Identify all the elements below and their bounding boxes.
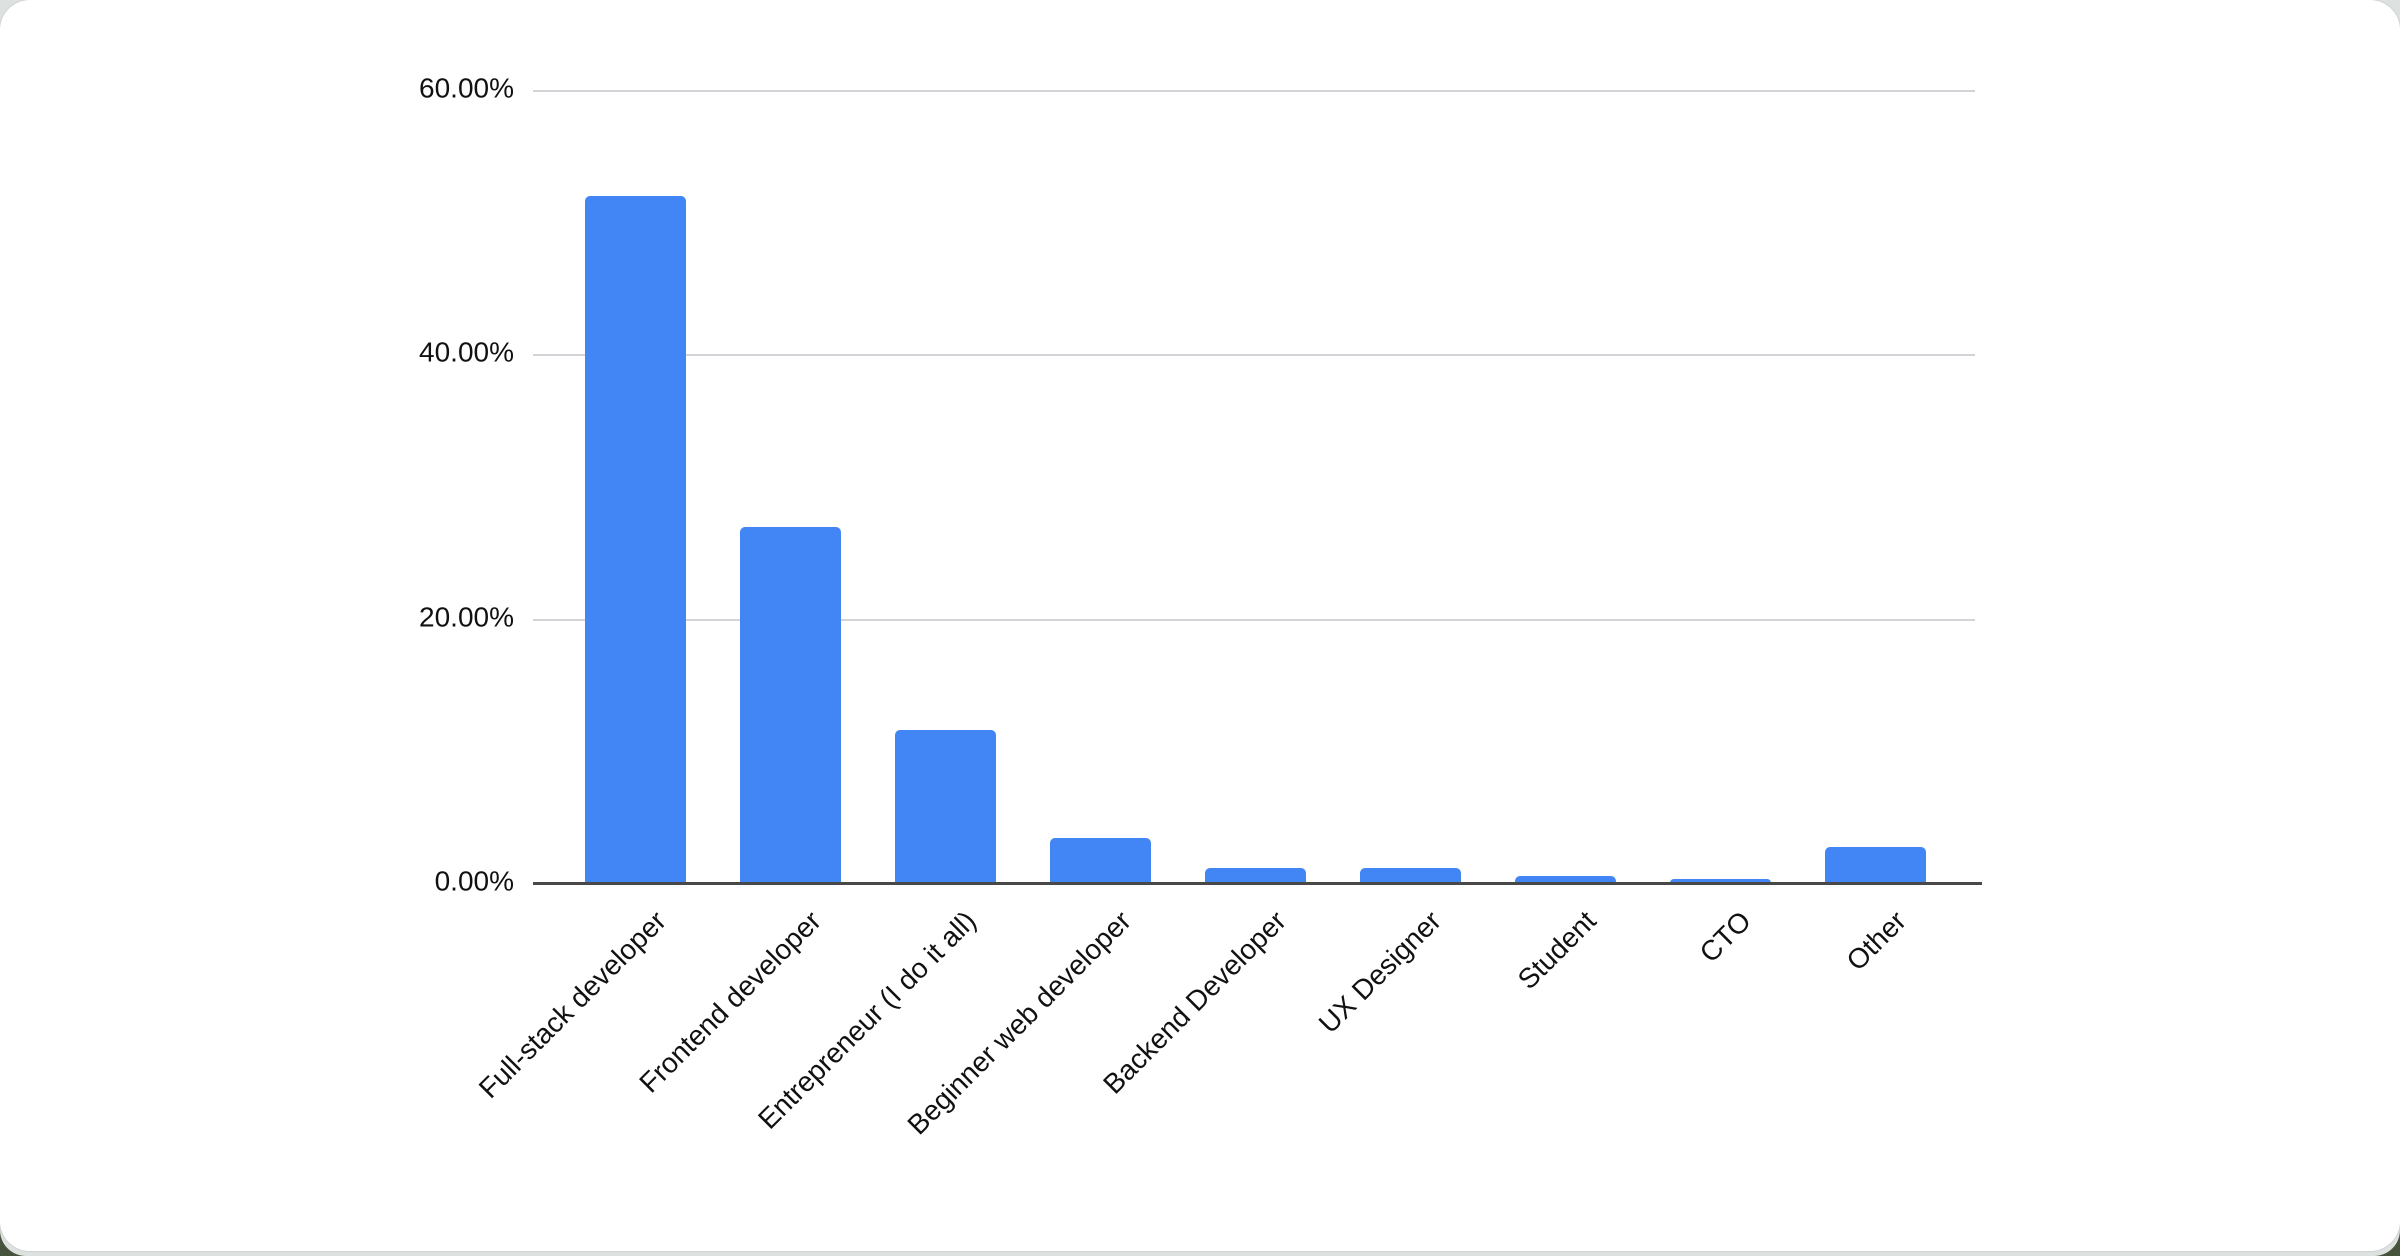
x-axis-label-beginner-web-developer: Beginner web developer xyxy=(901,905,1137,1141)
bar-full-stack-developer[interactable] xyxy=(585,196,686,883)
x-axis-label-cto: CTO xyxy=(1693,905,1757,969)
bar-frontend-developer[interactable] xyxy=(740,527,841,883)
x-axis-label-ux-designer: UX Designer xyxy=(1312,905,1447,1040)
bar-entrepreneur-i-do-it-all[interactable] xyxy=(895,730,996,883)
x-axis-label-backend-developer: Backend Developer xyxy=(1097,905,1292,1100)
x-axis-line xyxy=(533,882,1982,885)
x-axis-label-full-stack-developer: Full-stack developer xyxy=(472,905,672,1105)
x-axis-label-frontend-developer: Frontend developer xyxy=(633,905,827,1099)
bar-student[interactable] xyxy=(1515,876,1616,883)
y-axis-label-60-00: 60.00% xyxy=(419,72,514,104)
gridline-20.00% xyxy=(533,619,1975,621)
y-axis-label-20-00: 20.00% xyxy=(419,601,514,633)
bar-backend-developer[interactable] xyxy=(1205,868,1306,883)
bar-ux-designer[interactable] xyxy=(1360,868,1461,883)
y-axis-label-40-00: 40.00% xyxy=(419,336,514,368)
gridline-40.00% xyxy=(533,354,1975,356)
x-axis-label-other: Other xyxy=(1840,905,1912,977)
y-axis-label-0-00: 0.00% xyxy=(434,865,514,897)
bar-cto[interactable] xyxy=(1670,879,1771,883)
gridline-60.00% xyxy=(533,90,1975,92)
x-axis-label-entrepreneur-i-do-it-all: Entrepreneur (I do it all) xyxy=(752,905,982,1135)
bar-other[interactable] xyxy=(1825,847,1926,883)
x-axis-label-student: Student xyxy=(1511,905,1602,996)
bar-beginner-web-developer[interactable] xyxy=(1050,838,1151,883)
